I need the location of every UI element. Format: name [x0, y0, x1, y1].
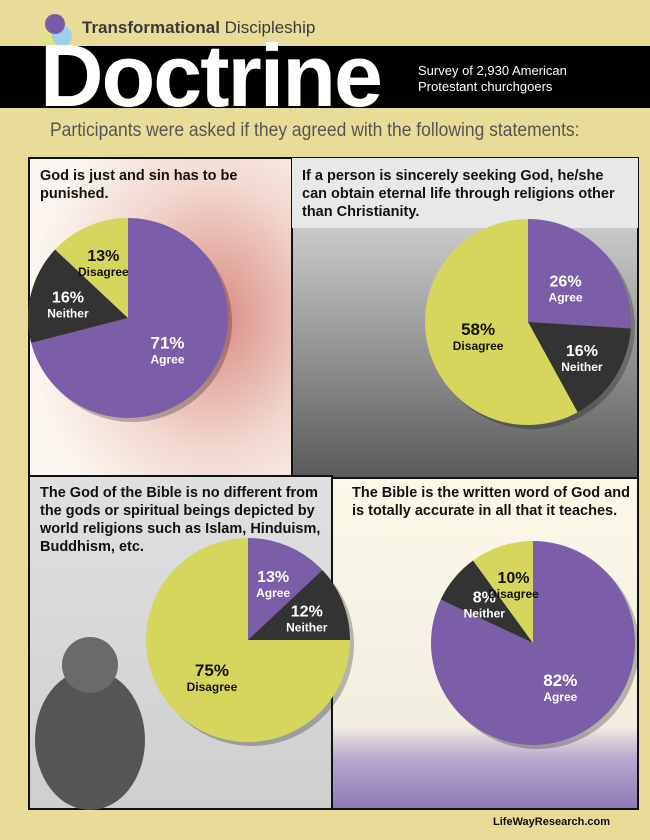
pie-slice-disagree [146, 538, 350, 742]
slice-value-label: 8% [473, 590, 496, 607]
slice-value-label: 16% [566, 343, 598, 360]
slice-category-label: Disagree [187, 680, 238, 694]
pie-slice-agree [431, 541, 636, 745]
pie-slice-neither [440, 560, 533, 643]
slice-value-label: 13% [87, 248, 119, 265]
slice-category-label: Agree [256, 586, 290, 600]
slice-category-label: Neither [47, 307, 89, 321]
slice-category-label: Agree [549, 291, 583, 305]
question-2: If a person is sincerely seeking God, he… [302, 168, 615, 220]
slice-category-label: Neither [464, 607, 506, 621]
pie-slice-agree [528, 219, 631, 329]
title-band [0, 46, 650, 108]
question-3: The God of the Bible is no different fro… [40, 485, 321, 555]
slice-value-label: 10% [497, 570, 529, 587]
footer-source: LifeWayResearch.com [493, 816, 610, 828]
slice-value-label: 71% [150, 334, 184, 353]
survey-subtitle: Survey of 2,930 American Protestant churc… [418, 63, 567, 94]
slice-value-label: 58% [461, 320, 495, 339]
slice-category-label: Agree [543, 690, 577, 704]
slice-value-label: 12% [291, 604, 323, 621]
buddha-head [62, 637, 118, 693]
pie-slice-agree [31, 218, 229, 419]
buddha-statue-image [35, 670, 145, 810]
slice-category-label: Neither [561, 360, 603, 374]
question-4: The Bible is the written word of God and… [352, 485, 630, 519]
slice-category-label: Disagree [488, 587, 539, 601]
pie-slice-neither [248, 570, 350, 640]
logo-icon [39, 14, 72, 46]
slice-category-label: Neither [286, 621, 328, 635]
pie-slice-disagree [55, 218, 129, 318]
pie-slice-neither [28, 249, 128, 343]
slice-value-label: 82% [543, 671, 577, 690]
brand-name: Transformational Discipleship [82, 18, 316, 37]
panel-2-caption-bg [292, 158, 638, 228]
slice-value-label: 13% [257, 569, 289, 586]
slice-value-label: 16% [52, 290, 84, 307]
pie-slice-neither [528, 322, 631, 413]
pie-slice-disagree [424, 219, 578, 425]
intro-text: Participants were asked if they agreed w… [50, 120, 580, 141]
slice-category-label: Disagree [78, 265, 129, 279]
slice-category-label: Agree [150, 353, 184, 367]
question-1: God is just and sin has to be punished. [40, 168, 238, 202]
slice-value-label: 26% [550, 274, 582, 291]
pie-slice-agree [248, 538, 323, 640]
slice-category-label: Disagree [453, 339, 504, 353]
page-title: Doctrine [40, 26, 383, 125]
slice-value-label: 75% [195, 661, 229, 680]
pie-slice-disagree [473, 541, 533, 643]
